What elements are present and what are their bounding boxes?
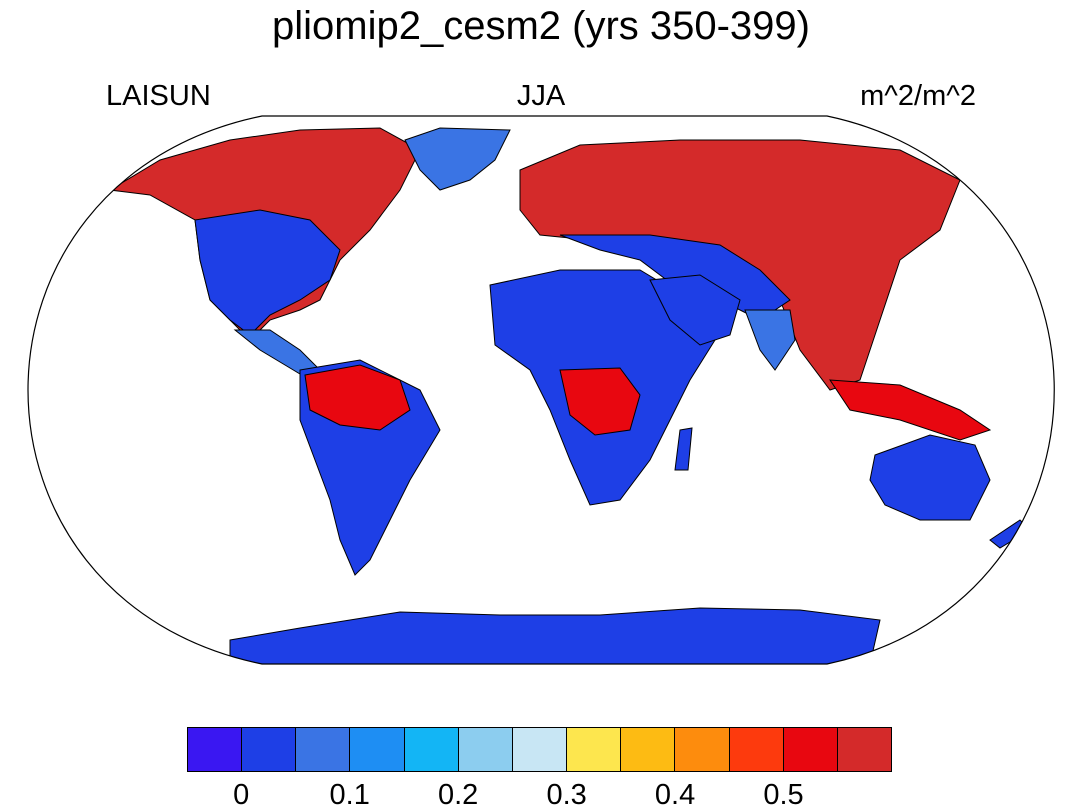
north-america-south: [194, 209, 341, 336]
amazon: [304, 364, 411, 431]
india: [744, 309, 796, 371]
greenland: [404, 127, 511, 191]
colorbar-box: [567, 728, 622, 771]
colorbar-box: [675, 728, 730, 771]
madagascar: [674, 427, 693, 471]
colorbar-box: [350, 728, 405, 771]
colorbar-box: [837, 728, 892, 771]
colorbar-tick-label: 0.1: [329, 779, 370, 811]
colorbar-tick-label: 0.4: [654, 779, 696, 811]
central-africa: [559, 367, 641, 436]
colorbar-box: [458, 728, 513, 771]
map-title: pliomip2_cesm2 (yrs 350-399): [271, 4, 810, 48]
australia: [869, 434, 991, 521]
variable-label: LAISUN: [106, 80, 211, 112]
season-label: JJA: [516, 80, 566, 112]
colorbar-tick-label: 0: [233, 779, 250, 811]
southeast-asia: [829, 379, 992, 441]
colorbar-tick-label: 0.2: [437, 779, 479, 811]
arabia: [649, 274, 741, 346]
colorbar-box: [296, 728, 351, 771]
antarctica: [229, 607, 881, 664]
colorbar-box: [621, 728, 676, 771]
colorbar-box: [188, 728, 243, 771]
new-zealand: [989, 519, 1031, 549]
colorbar-tick-label: 0.5: [763, 779, 804, 811]
colorbar-box: [404, 728, 459, 771]
map-outline: [27, 115, 1055, 665]
colorbar-box: [512, 728, 568, 771]
colorbar-tick-label: 0.3: [546, 779, 587, 811]
colorbar-box: [729, 728, 784, 771]
units-label: m^2/m^2: [860, 80, 976, 112]
colorbar-box: [783, 728, 838, 771]
colorbar-box: [242, 728, 297, 771]
colorbar: [187, 727, 892, 772]
land-fill-layer: [108, 127, 1031, 664]
